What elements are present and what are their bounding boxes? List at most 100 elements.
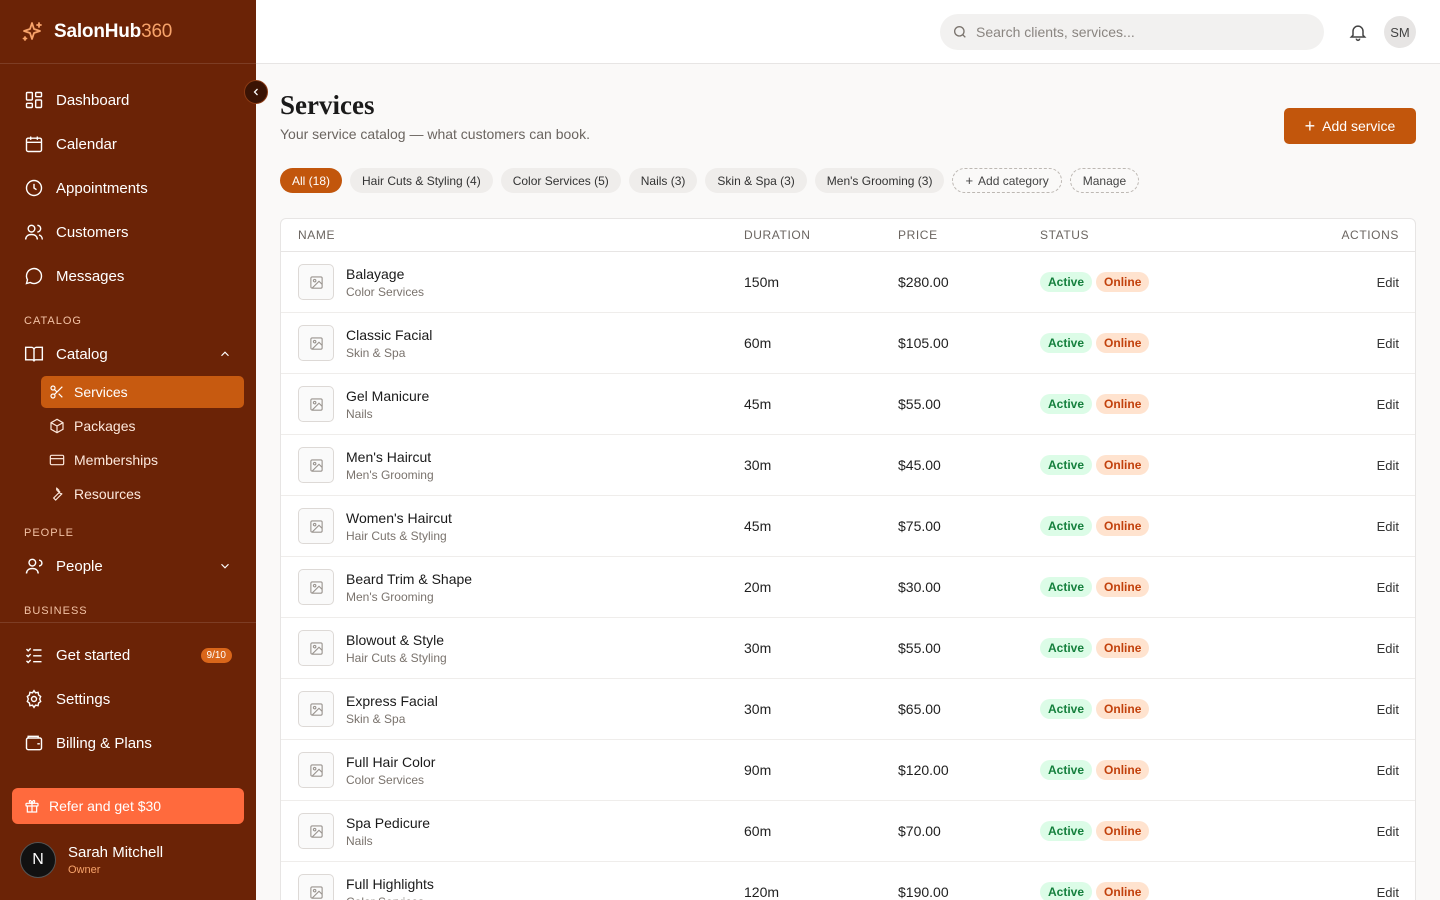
table-row[interactable]: Women's Haircut Hair Cuts & Styling 45m $75… xyxy=(281,496,1415,557)
edit-button[interactable]: Edit xyxy=(1376,641,1399,656)
refer-button[interactable]: Refer and get $30 xyxy=(12,788,244,824)
edit-button[interactable]: Edit xyxy=(1376,580,1399,595)
service-name[interactable]: Balayage xyxy=(346,265,405,282)
sidebar: SalonHub360 Dashboard Calendar Appointme… xyxy=(0,0,256,900)
user-icon xyxy=(25,558,43,574)
nav-packages[interactable]: Packages xyxy=(41,410,244,442)
bell-icon[interactable] xyxy=(1348,22,1368,42)
edit-button[interactable]: Edit xyxy=(1376,397,1399,412)
service-thumbnail[interactable] xyxy=(298,691,334,727)
edit-button[interactable]: Edit xyxy=(1376,885,1399,900)
cell-status: Active Online xyxy=(1040,394,1310,414)
edit-button[interactable]: Edit xyxy=(1376,275,1399,290)
chip-hair[interactable]: Hair Cuts & Styling (4) xyxy=(350,168,493,193)
edit-button[interactable]: Edit xyxy=(1376,763,1399,778)
status-badge: Active xyxy=(1040,638,1093,658)
nav-dashboard[interactable]: Dashboard xyxy=(0,78,256,122)
header-price[interactable]: PRICE xyxy=(898,228,938,242)
add-category-button[interactable]: + Add category xyxy=(952,168,1062,193)
nav-appointments[interactable]: Appointments xyxy=(0,166,256,210)
edit-button[interactable]: Edit xyxy=(1376,519,1399,534)
nav-memberships[interactable]: Memberships xyxy=(41,444,244,476)
table-row[interactable]: Express Facial Skin & Spa 30m $65.00 Active O… xyxy=(281,679,1415,740)
edit-button[interactable]: Edit xyxy=(1376,336,1399,351)
header-duration[interactable]: DURATION xyxy=(744,228,811,242)
service-name[interactable]: Beard Trim & Shape xyxy=(346,570,473,587)
service-name[interactable]: Gel Manicure xyxy=(346,387,430,404)
nav-customers[interactable]: Customers xyxy=(0,210,256,254)
brand-name: SalonHub360 xyxy=(54,20,173,42)
chevron-up-icon[interactable] xyxy=(218,347,232,361)
service-name[interactable]: Blowout & Style xyxy=(346,631,445,648)
cell-actions: Edit xyxy=(1310,457,1415,473)
user-profile[interactable]: N Sarah Mitchell Owner xyxy=(20,842,163,878)
cell-duration: 60m xyxy=(744,335,772,351)
section-label-catalog: CATALOG xyxy=(24,315,82,327)
nav-get-started[interactable]: Get started 9/10 xyxy=(0,633,256,677)
service-thumbnail[interactable] xyxy=(298,569,334,605)
service-name[interactable]: Full Highlights xyxy=(346,875,434,892)
service-thumbnail[interactable] xyxy=(298,874,334,900)
service-thumbnail[interactable] xyxy=(298,264,334,300)
service-thumbnail[interactable] xyxy=(298,752,334,788)
service-name[interactable]: Men's Haircut xyxy=(346,448,432,465)
table-row[interactable]: Balayage Color Services 150m $280.00 Active O… xyxy=(281,252,1415,313)
wrench-icon xyxy=(52,487,63,501)
service-name[interactable]: Express Facial xyxy=(346,692,438,709)
nav-catalog[interactable]: Catalog xyxy=(0,332,256,376)
cell-name: Classic Facial Skin & Spa xyxy=(281,325,744,361)
service-thumbnail[interactable] xyxy=(298,813,334,849)
chip-mens[interactable]: Men's Grooming (3) xyxy=(814,168,945,193)
service-name[interactable]: Women's Haircut xyxy=(346,509,452,526)
chip-all[interactable]: All (18) xyxy=(280,168,343,193)
manage-categories-button[interactable]: Manage xyxy=(1069,168,1140,193)
service-thumbnail[interactable] xyxy=(298,447,334,483)
collapse-sidebar-button[interactable] xyxy=(244,80,268,104)
cell-name: Full Hair Color Color Services xyxy=(281,752,744,788)
chip-color[interactable]: Color Services (5) xyxy=(500,168,621,193)
table-row[interactable]: Full Highlights Color Services 120m $190.00… xyxy=(281,862,1415,900)
cell-price: $55.00 xyxy=(898,396,941,412)
nav-resources[interactable]: Resources xyxy=(41,478,244,510)
scissors-icon xyxy=(50,385,63,399)
table-row[interactable]: Men's Haircut Men's Grooming 30m $45.00 Acti… xyxy=(281,435,1415,496)
chip-skin[interactable]: Skin & Spa (3) xyxy=(705,168,807,193)
cell-status: Active Online xyxy=(1040,699,1310,719)
header-status[interactable]: STATUS xyxy=(1040,228,1090,242)
header-name[interactable]: NAME xyxy=(298,228,336,242)
nav-calendar[interactable]: Calendar xyxy=(0,122,256,166)
service-thumbnail[interactable] xyxy=(298,508,334,544)
chip-nails[interactable]: Nails (3) xyxy=(628,168,698,193)
avatar-button[interactable]: SM xyxy=(1384,16,1416,48)
service-category: Color Services xyxy=(346,772,425,787)
cell-actions: Edit xyxy=(1310,335,1415,351)
nav-settings[interactable]: Settings xyxy=(0,677,256,721)
chevron-down-icon[interactable] xyxy=(218,559,232,573)
nav-services[interactable]: Services xyxy=(41,376,244,408)
edit-button[interactable]: Edit xyxy=(1376,702,1399,717)
table-row[interactable]: Gel Manicure Nails 45m $55.00 Active Online Ed… xyxy=(281,374,1415,435)
search-input[interactable] xyxy=(976,24,1306,40)
table-row[interactable]: Blowout & Style Hair Cuts & Styling 30m $55… xyxy=(281,618,1415,679)
table-row[interactable]: Full Hair Color Color Services 90m $120.00 A… xyxy=(281,740,1415,801)
cell-duration: 150m xyxy=(744,274,780,290)
brand[interactable]: SalonHub360 xyxy=(0,0,256,64)
table-row[interactable]: Spa Pedicure Nails 60m $70.00 Active Online Ed… xyxy=(281,801,1415,862)
nav-billing[interactable]: Billing & Plans xyxy=(0,721,256,765)
service-name[interactable]: Spa Pedicure xyxy=(346,814,431,831)
service-thumbnail[interactable] xyxy=(298,630,334,666)
edit-button[interactable]: Edit xyxy=(1376,824,1399,839)
nav-people[interactable]: People xyxy=(0,544,256,588)
nav-messages[interactable]: Messages xyxy=(0,254,256,298)
service-name[interactable]: Classic Facial xyxy=(346,326,433,343)
add-service-button[interactable]: + Add service xyxy=(1284,108,1416,144)
cell-price: $120.00 xyxy=(898,762,949,778)
service-thumbnail[interactable] xyxy=(298,325,334,361)
service-name[interactable]: Full Hair Color xyxy=(346,753,436,770)
channel-badge: Online xyxy=(1096,272,1150,292)
search-bar[interactable] xyxy=(940,14,1324,50)
edit-button[interactable]: Edit xyxy=(1376,458,1399,473)
service-thumbnail[interactable] xyxy=(298,386,334,422)
table-row[interactable]: Classic Facial Skin & Spa 60m $105.00 Active… xyxy=(281,313,1415,374)
table-row[interactable]: Beard Trim & Shape Men's Grooming 20m $30.0… xyxy=(281,557,1415,618)
